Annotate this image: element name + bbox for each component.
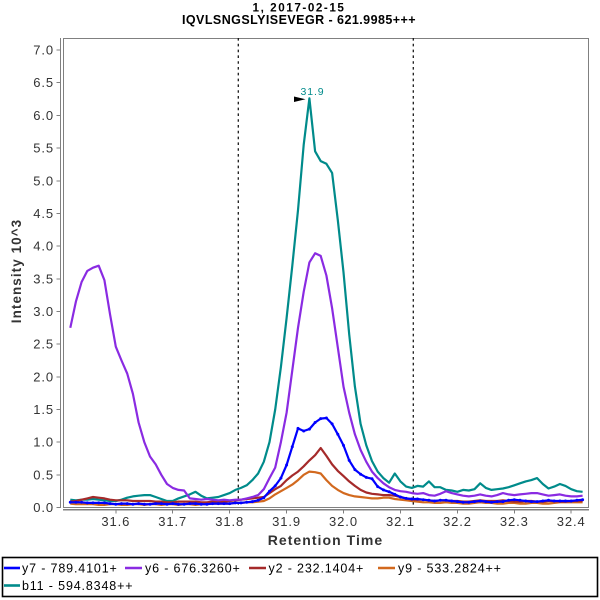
svg-text:32.0: 32.0 [329, 514, 358, 529]
svg-text:31.9: 31.9 [272, 514, 301, 529]
svg-text:4.0: 4.0 [33, 239, 54, 254]
svg-text:5.0: 5.0 [33, 173, 54, 188]
svg-text:1, 2017-02-15: 1, 2017-02-15 [253, 2, 346, 15]
svg-text:2.5: 2.5 [33, 337, 54, 352]
svg-text:0.0: 0.0 [33, 500, 54, 515]
svg-text:0.5: 0.5 [33, 467, 54, 482]
svg-text:6.5: 6.5 [33, 75, 54, 90]
svg-text:4.5: 4.5 [33, 206, 54, 221]
svg-text:2.0: 2.0 [33, 369, 54, 384]
svg-text:3.5: 3.5 [33, 271, 54, 286]
svg-text:31.6: 31.6 [101, 514, 130, 529]
svg-text:32.3: 32.3 [500, 514, 529, 529]
svg-text:y7 - 789.4101+: y7 - 789.4101+ [22, 562, 118, 576]
svg-text:32.4: 32.4 [557, 514, 586, 529]
svg-text:IQVLSNGSLYISEVEGR - 621.9985++: IQVLSNGSLYISEVEGR - 621.9985+++ [182, 13, 416, 27]
svg-text:y2 - 232.1404+: y2 - 232.1404+ [269, 562, 365, 576]
svg-text:3.0: 3.0 [33, 304, 54, 319]
svg-text:31.9: 31.9 [300, 86, 324, 98]
svg-text:31.8: 31.8 [215, 514, 244, 529]
svg-text:y6 - 676.3260+: y6 - 676.3260+ [145, 562, 241, 576]
svg-text:6.0: 6.0 [33, 108, 54, 123]
svg-text:5.5: 5.5 [33, 141, 54, 156]
svg-text:b11 - 594.8348++: b11 - 594.8348++ [22, 579, 133, 593]
svg-text:Retention Time: Retention Time [268, 532, 384, 548]
svg-text:Intensity 10^3: Intensity 10^3 [9, 219, 24, 323]
svg-text:y9 - 533.2824++: y9 - 533.2824++ [398, 562, 502, 576]
svg-text:1.0: 1.0 [33, 435, 54, 450]
svg-text:32.2: 32.2 [443, 514, 472, 529]
svg-text:7.0: 7.0 [33, 43, 54, 58]
svg-text:32.1: 32.1 [386, 514, 415, 529]
svg-text:1.5: 1.5 [33, 402, 54, 417]
svg-text:31.7: 31.7 [158, 514, 187, 529]
